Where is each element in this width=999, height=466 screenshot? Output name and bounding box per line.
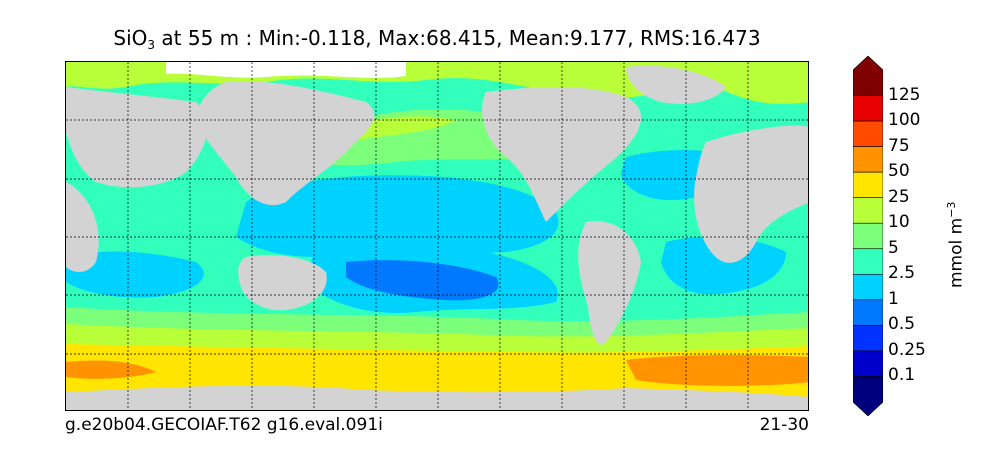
years-caption: 21-30 [759, 415, 809, 435]
colorbar-tick-label: 125 [888, 84, 921, 105]
land-eurasia-west [66, 87, 207, 188]
land-south-america [578, 221, 641, 345]
title-variable: SiO [113, 26, 148, 50]
npac-gyre-1-2.5 [236, 175, 559, 257]
colorbar-tick-label: 25 [888, 186, 910, 207]
colorbar-bin [853, 95, 883, 122]
title-subscript: 3 [147, 38, 156, 52]
colorbar-units: mmol m−3 [945, 202, 967, 288]
colorbar-tick-label: 100 [888, 110, 921, 131]
colorbar-tick-label: 5 [888, 237, 899, 258]
land-north-america [482, 87, 642, 222]
run-name-caption: g.e20b04.GECOIAF.T62 g16.eval.091i [65, 415, 383, 435]
colorbar-bin [853, 120, 883, 147]
spac-gyre-0.5-1 [346, 260, 499, 301]
colorbar-tick-label: 75 [888, 135, 910, 156]
colorbar-bin [853, 171, 883, 198]
weddell-band-50-75 [626, 355, 808, 386]
units-exponent: −3 [945, 201, 958, 218]
colorbar-tick-label: 0.25 [888, 339, 926, 360]
colorbar-bin [853, 146, 883, 173]
units-text: mmol m [946, 217, 967, 288]
colorbar-tick-label: 10 [888, 212, 910, 233]
colorbar-bin [853, 56, 883, 96]
land-africa-east [66, 182, 99, 272]
map-field [66, 62, 808, 410]
land-europe-africa [694, 125, 808, 263]
colorbar-tick-label: 2.5 [888, 263, 916, 284]
ross-band-50-75 [66, 360, 156, 379]
land-asia [196, 81, 375, 206]
indian-gyre-1-2.5 [66, 251, 204, 298]
land-antarctica [66, 385, 808, 410]
title-stats: at 55 m : Min:-0.118, Max:68.415, Mean:9… [155, 26, 761, 50]
colorbar-bin [853, 350, 883, 377]
sea-ice [166, 62, 406, 78]
colorbar-segments [853, 56, 883, 416]
colorbar-tick-label: 1 [888, 288, 899, 309]
land-australia [238, 255, 327, 311]
colorbar-bin [853, 222, 883, 250]
colorbar-tick-label: 50 [888, 161, 910, 182]
colorbar-tick-label: 0.1 [888, 365, 916, 386]
colorbar-bin [853, 197, 883, 224]
graticule [66, 62, 808, 410]
colorbar-bin [853, 325, 883, 352]
colorbar-tick-label: 0.5 [888, 314, 916, 335]
land-greenland [626, 65, 726, 104]
map-panel [65, 61, 809, 411]
satl-gyre-1-2.5 [661, 236, 786, 295]
colorbar-bin [853, 376, 883, 416]
colorbar-bin [853, 248, 883, 275]
map-title: SiO3 at 55 m : Min:-0.118, Max:68.415, M… [0, 26, 874, 52]
colorbar-bin [853, 299, 883, 326]
colorbar [853, 56, 883, 416]
colorbar-bin [853, 274, 883, 301]
